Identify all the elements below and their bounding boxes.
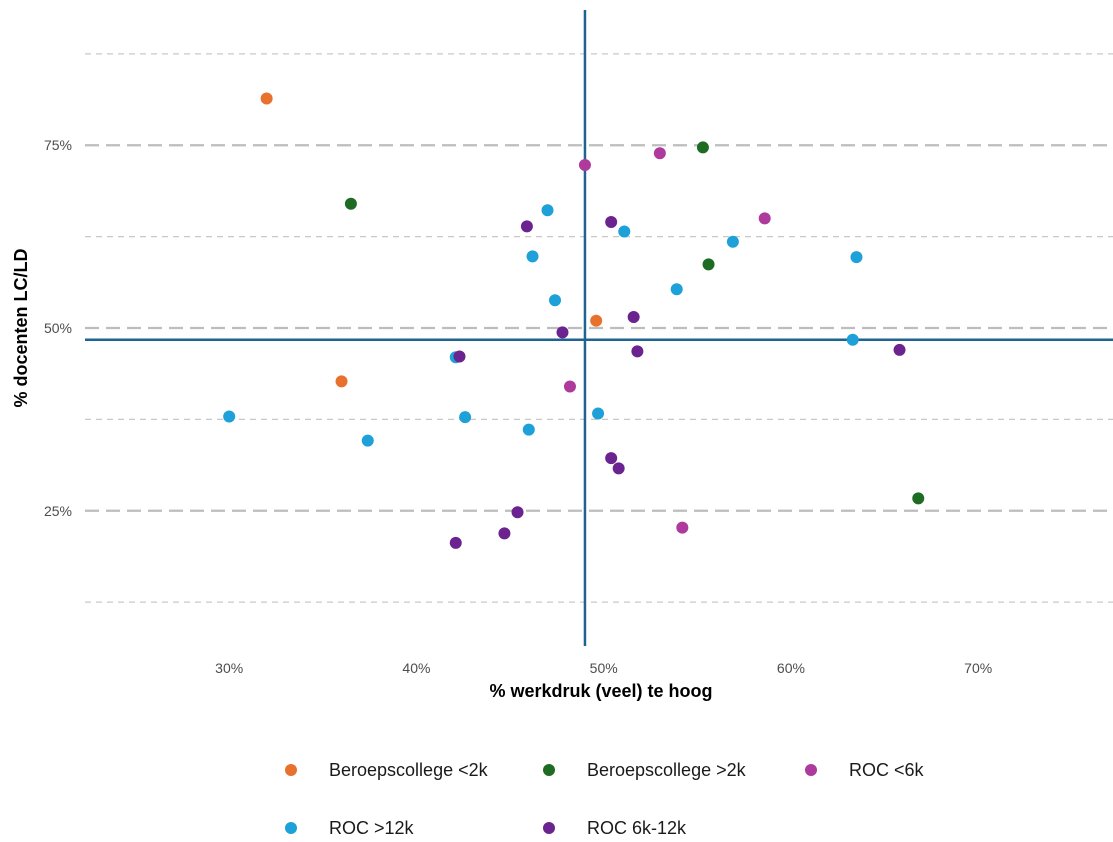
data-point bbox=[612, 462, 625, 475]
data-point bbox=[260, 92, 273, 105]
data-point bbox=[912, 492, 925, 505]
data-point bbox=[459, 411, 472, 424]
grid bbox=[85, 53, 1113, 603]
legend-label: ROC >12k bbox=[329, 818, 415, 838]
data-point bbox=[548, 294, 561, 307]
x-axis-ticks: 30% 40% 50% 60% 70% bbox=[215, 660, 992, 676]
data-point bbox=[578, 158, 591, 171]
data-point bbox=[361, 434, 374, 447]
x-tick-label: 40% bbox=[402, 660, 430, 676]
data-point bbox=[522, 423, 535, 436]
legend-swatch bbox=[285, 764, 297, 776]
data-point bbox=[676, 521, 689, 534]
data-point bbox=[556, 326, 569, 339]
data-point bbox=[590, 314, 603, 327]
data-point bbox=[618, 225, 631, 238]
data-point bbox=[498, 527, 511, 540]
legend-swatch bbox=[543, 822, 555, 834]
data-point bbox=[449, 536, 462, 549]
data-point bbox=[344, 197, 357, 210]
y-axis-title: % docenten LC/LD bbox=[11, 248, 31, 407]
legend-label: ROC 6k-12k bbox=[587, 818, 687, 838]
data-point bbox=[605, 216, 618, 228]
data-point bbox=[702, 258, 715, 271]
y-tick-label: 25% bbox=[44, 503, 72, 519]
data-point bbox=[627, 311, 640, 324]
data-points bbox=[223, 92, 925, 549]
data-point bbox=[541, 204, 554, 217]
data-point bbox=[726, 235, 739, 248]
y-tick-label: 75% bbox=[44, 137, 72, 153]
data-point bbox=[520, 220, 533, 233]
data-point bbox=[850, 251, 863, 264]
x-tick-label: 70% bbox=[964, 660, 992, 676]
data-point bbox=[453, 350, 466, 363]
legend-label: Beroepscollege >2k bbox=[587, 760, 747, 780]
data-point bbox=[653, 147, 666, 160]
reference-lines bbox=[85, 10, 1113, 646]
legend: Beroepscollege <2k Beroepscollege >2k ROC … bbox=[285, 760, 925, 838]
x-tick-label: 30% bbox=[215, 660, 243, 676]
y-tick-label: 50% bbox=[44, 320, 72, 336]
data-point bbox=[563, 380, 576, 393]
data-point bbox=[526, 250, 539, 263]
data-point bbox=[846, 333, 859, 346]
x-tick-label: 60% bbox=[777, 660, 805, 676]
data-point bbox=[893, 343, 906, 356]
legend-label: ROC <6k bbox=[849, 760, 925, 780]
data-point bbox=[696, 141, 709, 154]
legend-label: Beroepscollege <2k bbox=[329, 760, 489, 780]
legend-swatch bbox=[805, 764, 817, 776]
x-tick-label: 50% bbox=[590, 660, 618, 676]
legend-swatch bbox=[285, 822, 297, 834]
data-point bbox=[592, 407, 605, 420]
data-point bbox=[758, 212, 771, 225]
data-point bbox=[511, 506, 524, 519]
data-point bbox=[670, 283, 683, 296]
data-point bbox=[335, 375, 348, 388]
data-point bbox=[605, 452, 618, 465]
x-axis-title: % werkdruk (veel) te hoog bbox=[489, 681, 712, 701]
data-point bbox=[631, 345, 644, 358]
legend-swatch bbox=[543, 764, 555, 776]
y-axis-ticks: 25% 50% 75% bbox=[44, 137, 72, 519]
data-point bbox=[223, 410, 236, 423]
